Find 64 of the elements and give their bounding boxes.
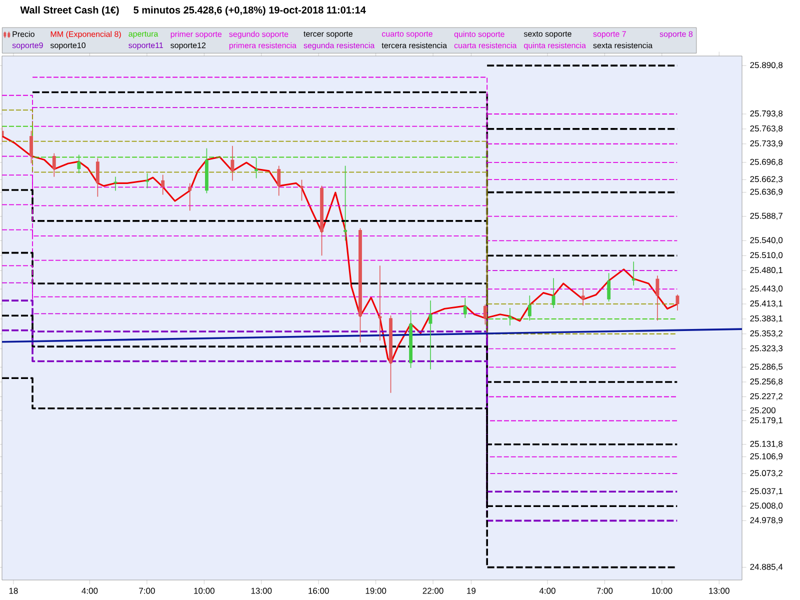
y-tick-label: 25.353,2	[750, 330, 782, 338]
text: soporte12	[170, 42, 206, 50]
y-tick-label: 25.636,9	[750, 188, 782, 196]
x-tick-label: 16:00	[308, 588, 329, 594]
text: quinto soporte	[454, 31, 504, 39]
x-tick-label: 13:00	[709, 588, 730, 594]
y-tick-label: 25.733,9	[750, 140, 782, 148]
y-tick-label: 24.885,4	[750, 564, 783, 571]
x-tick-label: 10:00	[652, 588, 672, 594]
y-tick-label: 25.890,8	[750, 62, 783, 70]
y-tick-label: 25.480,1	[750, 267, 782, 274]
text: segunda resistencia	[304, 42, 375, 50]
y-tick-label: 25.037,1	[750, 488, 782, 496]
y-tick-label: 25.323,3	[750, 345, 783, 352]
y-tick-label: 25.256,8	[750, 378, 783, 386]
text: tercera resistencia	[382, 42, 448, 48]
text: soporte10	[50, 42, 86, 50]
y-tick-label: 25.413,1	[750, 300, 782, 308]
x-tick-label: 4:00	[82, 588, 98, 594]
text: soporte 7	[593, 31, 626, 38]
y-tick-label: 25.510,0	[750, 252, 783, 260]
x-tick-label: 10:00	[194, 588, 214, 594]
y-tick-label: 25.227,2	[750, 393, 782, 400]
chart-title: Wall Street Cash (1€)	[20, 6, 119, 16]
legend-label: Precio	[12, 31, 34, 37]
y-tick-label: 24.978,9	[750, 517, 782, 524]
text: cuarto soporte	[382, 31, 432, 38]
y-tick-label: 25.179,1	[750, 417, 782, 424]
text: MM (Exponencial 8)	[50, 31, 121, 39]
x-tick-label: 4:00	[539, 588, 556, 594]
text: cuarta resistencia	[454, 42, 517, 48]
x-tick-label: 22:00	[422, 588, 444, 594]
y-tick-label: 25.696,8	[750, 158, 783, 166]
x-tick-label: 18	[9, 588, 18, 594]
y-tick-label: 25.008,0	[750, 502, 783, 510]
chart-subtitle: 5 minutos 25.428,6 (+0,18%) 19-oct-2018 11:01:14	[134, 6, 366, 16]
y-tick-label: 25.286,5	[750, 364, 783, 371]
text: quinta resistencia	[524, 42, 586, 50]
y-tick-label: 25.106,9	[750, 453, 782, 460]
y-tick-label: 25.540,0	[750, 237, 783, 244]
y-tick-label: 25.763,8	[750, 125, 783, 132]
text: apertura	[128, 31, 158, 38]
y-tick-label: 25.588,7	[750, 212, 782, 220]
y-tick-label: 25.443,0	[750, 286, 783, 293]
y-tick-label: 25.200	[750, 407, 776, 414]
x-tick-label: 13:00	[251, 588, 272, 594]
y-tick-label: 25.662,3	[750, 176, 783, 184]
text: primera resistencia	[229, 42, 296, 50]
text: sexta resistencia	[593, 42, 653, 48]
x-tick-label: 7:00	[139, 588, 155, 594]
x-tick-label: 7:00	[596, 588, 613, 594]
y-tick-label: 25.793,8	[750, 110, 783, 118]
y-tick-label: 25.073,2	[750, 470, 782, 478]
text: soporte9	[12, 42, 43, 50]
text: soporte 8	[660, 31, 693, 38]
y-tick-label: 25.383,1	[750, 315, 782, 322]
text: soporte11	[128, 42, 163, 50]
y-tick-label: 25.131,8	[750, 440, 783, 448]
text: tercer soporte	[304, 31, 352, 38]
text: segundo soporte	[229, 31, 288, 39]
text: sexto soporte	[524, 31, 572, 38]
x-tick-label: 19:00	[366, 588, 386, 594]
x-tick-label: 19	[467, 588, 476, 594]
text: primer soporte	[170, 31, 222, 39]
